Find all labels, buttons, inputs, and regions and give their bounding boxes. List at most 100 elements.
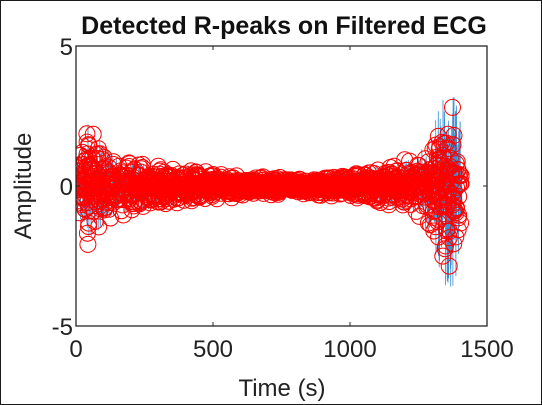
- r-peak-marker: [207, 175, 225, 193]
- r-peak-marker: [187, 163, 205, 181]
- r-peak-marker: [86, 172, 104, 190]
- r-peak-marker: [121, 190, 139, 208]
- r-peak-marker: [78, 182, 96, 200]
- r-peak-marker: [438, 198, 456, 216]
- r-peak-marker: [217, 177, 235, 195]
- r-peak-marker: [124, 162, 142, 180]
- r-peak-marker: [83, 149, 101, 167]
- r-peak-marker: [101, 179, 119, 197]
- r-peak-marker: [76, 147, 89, 164]
- r-peak-marker: [416, 150, 434, 168]
- r-peak-marker: [120, 154, 138, 172]
- r-peak-marker: [78, 224, 96, 242]
- r-peak-marker: [434, 247, 452, 265]
- r-peak-marker: [411, 172, 429, 190]
- x-tick-label: 500: [193, 336, 233, 363]
- r-peak-marker: [228, 171, 246, 189]
- r-peak-marker: [114, 206, 132, 224]
- r-peak-markers: [76, 98, 470, 275]
- r-peak-marker: [113, 167, 131, 185]
- r-peak-marker: [424, 208, 442, 226]
- r-peak-marker: [79, 235, 97, 253]
- r-peak-marker: [223, 183, 241, 200]
- r-peak-marker: [444, 98, 461, 116]
- r-peak-marker: [440, 257, 458, 275]
- x-tick-label: 0: [69, 336, 82, 363]
- r-peak-marker: [341, 181, 359, 199]
- r-peak-marker: [431, 138, 449, 156]
- r-peak-marker: [244, 176, 262, 194]
- r-peak-marker: [80, 202, 98, 220]
- r-peak-marker: [452, 175, 470, 192]
- r-peak-marker: [397, 175, 415, 193]
- r-peak-marker: [414, 197, 432, 215]
- r-peak-marker: [235, 173, 253, 191]
- r-peak-marker: [98, 189, 116, 207]
- r-peak-marker: [138, 180, 156, 198]
- r-peak-marker: [78, 145, 96, 163]
- r-peak-marker: [144, 167, 162, 185]
- r-peak-marker: [83, 173, 101, 191]
- r-peak-marker: [448, 153, 466, 171]
- r-peak-marker: [450, 167, 468, 185]
- r-peak-marker: [412, 163, 430, 181]
- r-peak-marker: [369, 177, 387, 195]
- r-peak-marker: [149, 186, 167, 204]
- r-peak-marker: [368, 176, 386, 194]
- r-peak-marker: [340, 170, 358, 188]
- r-peak-marker: [268, 177, 286, 195]
- r-peak-marker: [129, 176, 147, 194]
- r-peak-marker: [202, 171, 220, 189]
- r-peak-marker: [294, 176, 312, 193]
- r-peak-marker: [407, 202, 425, 220]
- r-peak-marker: [444, 196, 462, 214]
- r-peak-marker: [206, 179, 224, 197]
- r-peak-marker: [138, 188, 156, 206]
- r-peak-marker: [241, 173, 259, 191]
- r-peak-marker: [380, 193, 398, 210]
- r-peak-marker: [90, 218, 108, 236]
- r-peak-marker: [206, 183, 224, 201]
- r-peak-marker: [195, 181, 213, 199]
- r-peak-marker: [354, 179, 372, 197]
- r-peak-marker: [445, 126, 463, 144]
- r-peak-marker: [124, 186, 142, 204]
- y-tick-label: 5: [60, 34, 73, 61]
- r-peak-marker: [80, 136, 98, 154]
- r-peak-marker: [93, 173, 111, 191]
- x-axis-label: Time (s): [238, 375, 325, 402]
- r-peak-marker: [359, 174, 377, 192]
- r-peak-marker: [423, 165, 441, 183]
- r-peak-marker: [445, 235, 463, 253]
- x-tick-label: 1500: [460, 336, 513, 363]
- r-peak-marker: [409, 165, 427, 183]
- r-peak-marker: [321, 169, 339, 187]
- r-peak-marker: [432, 175, 450, 193]
- r-peak-marker: [445, 191, 463, 209]
- r-peak-marker: [408, 177, 426, 195]
- r-peak-marker: [297, 178, 315, 195]
- r-peak-marker: [80, 214, 98, 232]
- r-peak-marker: [428, 148, 446, 166]
- r-peak-marker: [76, 192, 89, 210]
- r-peak-marker: [247, 169, 265, 187]
- r-peak-marker: [78, 125, 96, 143]
- r-peak-marker: [147, 176, 164, 194]
- r-peak-marker: [433, 180, 451, 198]
- r-peak-marker: [76, 172, 91, 190]
- r-peak-marker: [444, 136, 462, 154]
- r-peak-marker: [176, 175, 194, 193]
- axis-ticks: 0 500 1000 1500-505: [52, 34, 514, 363]
- y-tick-label: -5: [52, 314, 73, 341]
- r-peak-marker: [336, 168, 354, 186]
- r-peak-marker: [277, 178, 295, 196]
- r-peak-marker: [102, 209, 119, 227]
- y-axis-label: Amplitude: [10, 133, 37, 240]
- r-peak-marker: [447, 204, 465, 222]
- r-peak-marker: [353, 186, 371, 203]
- r-peak-marker: [447, 200, 465, 218]
- x-tick-label: 1000: [323, 336, 376, 363]
- r-peak-marker: [226, 178, 244, 196]
- r-peak-marker: [445, 202, 463, 220]
